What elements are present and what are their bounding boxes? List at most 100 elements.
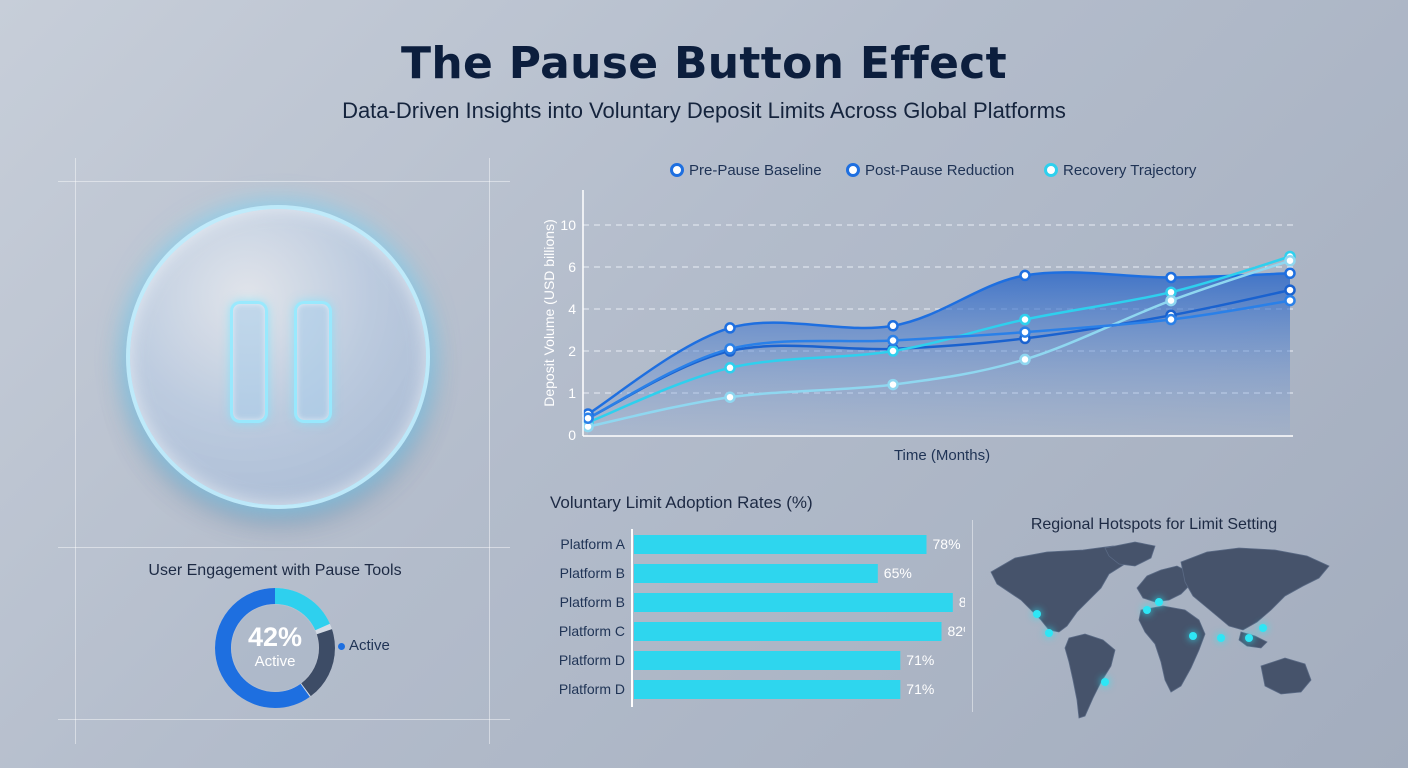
- bar-category-label: Platform A: [560, 536, 625, 552]
- map-south-america: [1064, 633, 1116, 719]
- donut-legend-dot: [338, 642, 345, 650]
- map-africa: [1138, 605, 1206, 693]
- engagement-title: User Engagement with Pause Tools: [148, 562, 402, 579]
- bar-category-label: Platform D: [559, 652, 625, 668]
- donut-segment-cyan: [215, 588, 335, 708]
- legend-marker-post-pause: [846, 163, 860, 177]
- engagement-donut: [215, 588, 335, 708]
- map-asia: [1180, 547, 1330, 631]
- data-point: [1284, 294, 1296, 307]
- donut-legend: Active: [338, 637, 390, 654]
- guide-line-right: [489, 158, 490, 744]
- pause-button-graphic: [126, 205, 436, 515]
- legend-item-recovery: Recovery Trajectory: [1044, 162, 1196, 179]
- data-point: [887, 378, 899, 391]
- bar-value-label: 65%: [884, 565, 912, 581]
- guide-line-middle: [58, 547, 510, 548]
- data-point: [724, 322, 736, 334]
- bar-category-label: Platform B: [560, 565, 625, 581]
- adoption-bar: [634, 651, 901, 670]
- series-line: [587, 288, 1291, 420]
- adoption-bar: [634, 535, 927, 554]
- bar-chart: Platform A 78% Platform B 65% Platform B 85% P…: [559, 529, 966, 707]
- guide-line-top: [58, 181, 510, 182]
- data-point: [1165, 271, 1177, 284]
- pause-icon: [126, 205, 430, 509]
- donut-percent: 42%: [247, 622, 303, 652]
- data-point: [1019, 326, 1031, 338]
- legend-label-post-pause: Post-Pause Reduction: [865, 162, 1015, 179]
- world-map-icon: [990, 541, 1330, 719]
- bar-chart-title: Voluntary Limit Adoption Rates (%): [550, 493, 813, 512]
- data-point: [1284, 284, 1296, 296]
- data-point: [1019, 353, 1031, 366]
- data-point: [724, 343, 736, 355]
- adoption-bar: [634, 622, 942, 641]
- map-hotspot: [1189, 632, 1197, 640]
- donut-hole: [232, 605, 318, 691]
- adoption-bar: [634, 680, 901, 699]
- guide-line-map-divider: [972, 520, 973, 712]
- data-point: [1165, 294, 1177, 307]
- y-tick-label: 4: [568, 301, 576, 317]
- legend-marker-pre-pause: [670, 163, 684, 177]
- data-point: [887, 345, 899, 357]
- map-southeast-asia: [1238, 631, 1268, 649]
- donut-segment-dark: [215, 588, 335, 708]
- map-greenland: [1104, 541, 1156, 567]
- data-point: [887, 334, 899, 347]
- bar-value-label: 82%: [948, 623, 966, 639]
- donut-center-label: Active: [254, 653, 296, 670]
- map-title: Regional Hotspots for Limit Setting: [1030, 516, 1278, 533]
- map-hotspot: [1245, 634, 1253, 642]
- legend-item-pre-pause: Pre-Pause Baseline: [670, 162, 822, 179]
- bar-value-label: 71%: [906, 681, 934, 697]
- map-australia: [1260, 657, 1312, 695]
- guide-line-bottom: [58, 719, 510, 720]
- data-point: [724, 362, 736, 374]
- line-chart: 0 1 2 4 6 10 Time (Months) Deposit Volume (US…: [541, 190, 1296, 464]
- guide-line-left: [75, 158, 76, 744]
- data-point: [1019, 313, 1031, 326]
- x-axis-label: Time (Months): [894, 447, 990, 464]
- legend-label-recovery: Recovery Trajectory: [1063, 162, 1197, 179]
- y-tick-label: 0: [568, 427, 576, 443]
- y-tick-label: 1: [568, 385, 576, 401]
- data-point: [724, 391, 736, 403]
- bar-value-label: 85%: [959, 594, 965, 610]
- data-point: [1284, 267, 1296, 280]
- pause-bar-left: [230, 301, 268, 423]
- bar-value-label: 78%: [933, 536, 961, 552]
- map-hotspot: [1259, 624, 1267, 632]
- donut-center: 42% Active: [215, 622, 335, 672]
- area-fill: [588, 272, 1290, 436]
- bar-category-label: Platform B: [560, 594, 625, 610]
- bar-category-label: Platform C: [559, 623, 625, 639]
- map-hotspot: [1045, 629, 1053, 637]
- data-point: [1019, 269, 1031, 282]
- data-point: [887, 320, 899, 332]
- legend-label-pre-pause: Pre-Pause Baseline: [689, 162, 822, 179]
- page-subtitle: Data-Driven Insights into Voluntary Depo…: [342, 98, 1066, 123]
- y-tick-label: 10: [560, 217, 576, 233]
- map-hotspot: [1155, 598, 1163, 606]
- adoption-bar: [634, 564, 878, 583]
- series-line: [587, 259, 1291, 428]
- data-point: [1284, 254, 1296, 267]
- bar-category-label: Platform D: [559, 681, 625, 697]
- donut-legend-label: Active: [349, 637, 390, 654]
- map-north-america: [990, 545, 1136, 633]
- map-hotspot: [1143, 606, 1151, 614]
- page-title: The Pause Button Effect: [401, 38, 1007, 89]
- y-tick-label: 2: [568, 343, 576, 359]
- adoption-bar: [634, 593, 953, 612]
- data-point: [1165, 313, 1177, 326]
- map-hotspot: [1217, 634, 1225, 642]
- data-point: [582, 412, 594, 424]
- bar-value-label: 71%: [906, 652, 934, 668]
- map-hotspot: [1033, 610, 1041, 618]
- y-tick-label: 6: [568, 259, 576, 275]
- legend-item-post-pause: Post-Pause Reduction: [846, 162, 1014, 179]
- y-axis-label: Deposit Volume (USD billions): [541, 219, 557, 407]
- legend-marker-recovery: [1044, 163, 1058, 177]
